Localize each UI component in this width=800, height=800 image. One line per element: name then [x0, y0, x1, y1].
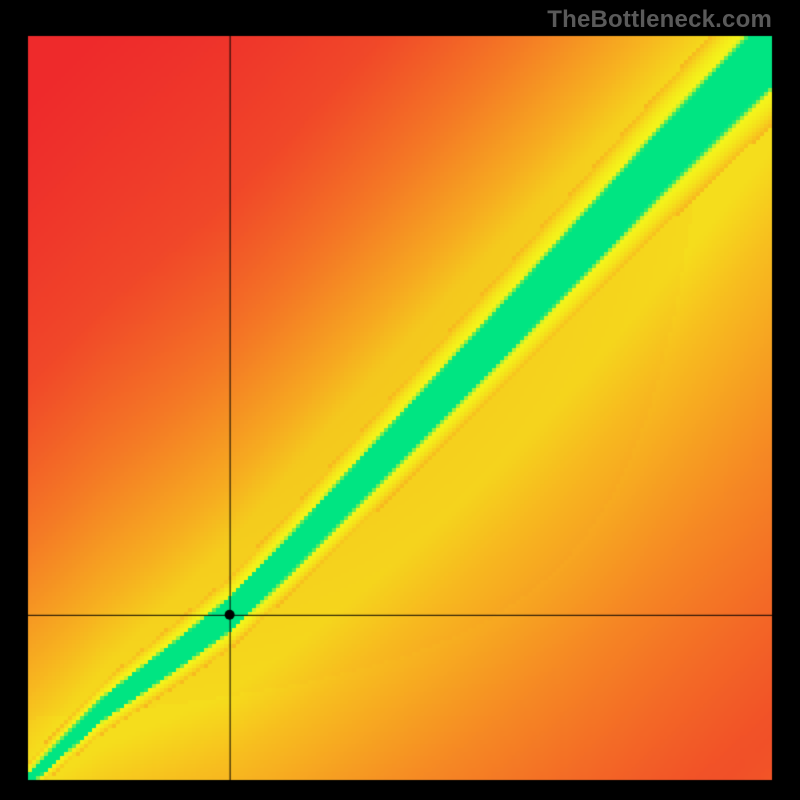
- watermark-text: TheBottleneck.com: [547, 6, 772, 34]
- heatmap-canvas: [0, 0, 800, 800]
- chart-container: TheBottleneck.com: [0, 0, 800, 800]
